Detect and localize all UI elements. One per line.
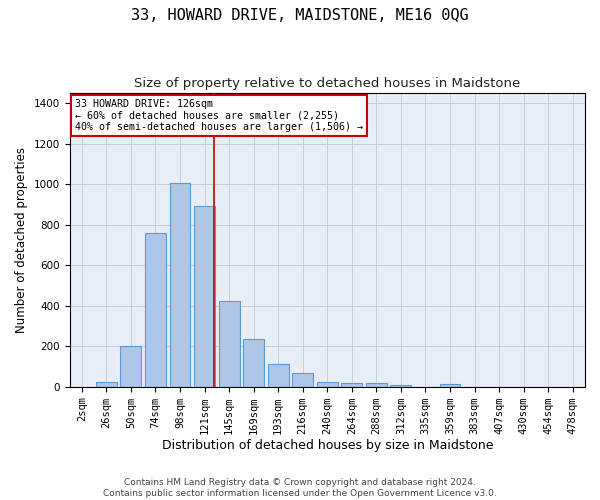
Bar	[341, 382, 362, 386]
Bar	[391, 384, 412, 386]
Bar	[170, 183, 190, 386]
Bar	[440, 384, 460, 386]
Bar	[292, 372, 313, 386]
X-axis label: Distribution of detached houses by size in Maidstone: Distribution of detached houses by size …	[161, 440, 493, 452]
Bar	[218, 300, 239, 386]
Bar	[96, 382, 117, 386]
Bar	[243, 339, 264, 386]
Bar	[317, 382, 338, 386]
Bar	[121, 346, 142, 387]
Text: Contains HM Land Registry data © Crown copyright and database right 2024.
Contai: Contains HM Land Registry data © Crown c…	[103, 478, 497, 498]
Bar	[268, 364, 289, 386]
Bar	[194, 206, 215, 386]
Text: 33, HOWARD DRIVE, MAIDSTONE, ME16 0QG: 33, HOWARD DRIVE, MAIDSTONE, ME16 0QG	[131, 8, 469, 22]
Bar	[366, 383, 387, 386]
Y-axis label: Number of detached properties: Number of detached properties	[15, 147, 28, 333]
Title: Size of property relative to detached houses in Maidstone: Size of property relative to detached ho…	[134, 78, 520, 90]
Text: 33 HOWARD DRIVE: 126sqm
← 60% of detached houses are smaller (2,255)
40% of semi: 33 HOWARD DRIVE: 126sqm ← 60% of detache…	[74, 99, 362, 132]
Bar	[145, 233, 166, 386]
